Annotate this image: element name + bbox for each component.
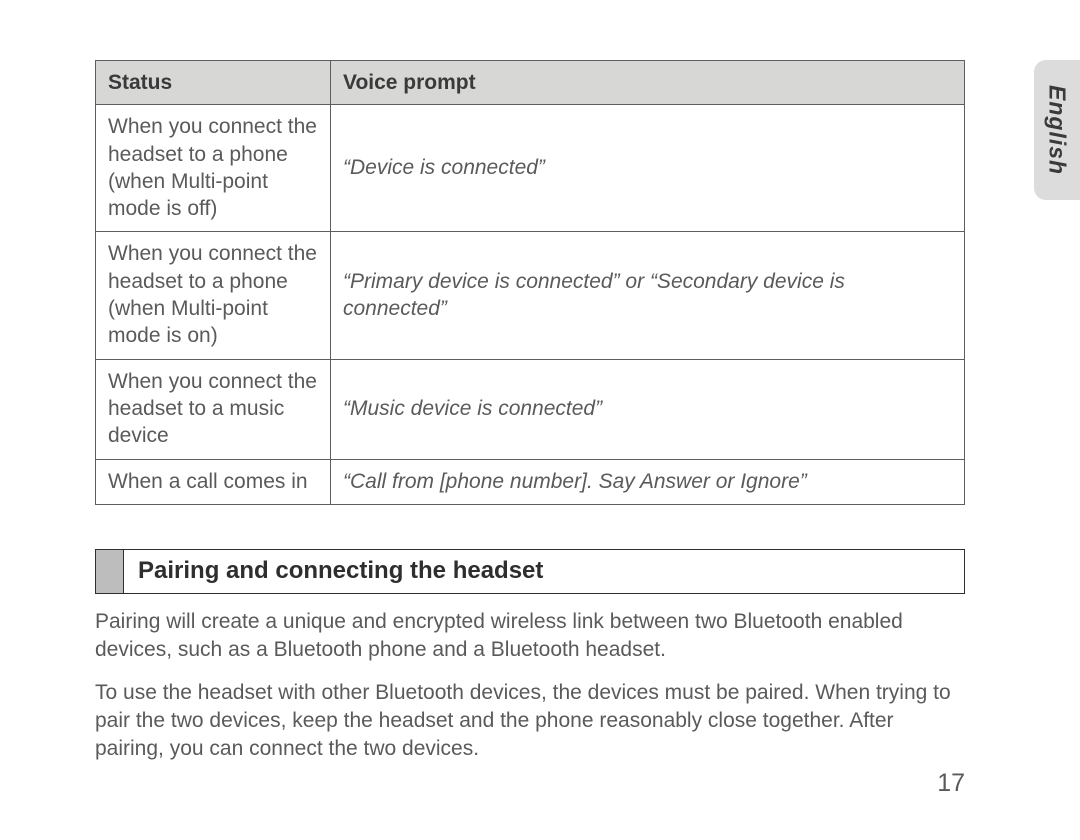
language-tab-label: English [1044,85,1071,175]
table-row: When you connect the headset to a phone … [96,105,965,232]
section-heading-tab [96,550,124,593]
cell-prompt: “Primary device is connected” or “Second… [331,232,965,359]
cell-prompt: “Call from [phone number]. Say Answer or… [331,459,965,504]
table-header-row: Status Voice prompt [96,61,965,105]
page-content: Status Voice prompt When you connect the… [95,60,965,764]
table-row: When you connect the headset to a phone … [96,232,965,359]
cell-prompt: “Device is connected” [331,105,965,232]
voice-prompt-table: Status Voice prompt When you connect the… [95,60,965,505]
table-row: When a call comes in “Call from [phone n… [96,459,965,504]
col-header-status: Status [96,61,331,105]
language-tab: English [1034,60,1080,200]
cell-status: When a call comes in [96,459,331,504]
body-paragraph: To use the headset with other Bluetooth … [95,679,965,764]
cell-status: When you connect the headset to a phone … [96,232,331,359]
table-row: When you connect the headset to a music … [96,359,965,459]
body-paragraph: Pairing will create a unique and encrypt… [95,608,965,665]
cell-status: When you connect the headset to a music … [96,359,331,459]
section-heading: Pairing and connecting the headset [95,549,965,594]
col-header-prompt: Voice prompt [331,61,965,105]
cell-status: When you connect the headset to a phone … [96,105,331,232]
section-heading-label: Pairing and connecting the headset [124,550,964,593]
cell-prompt: “Music device is connected” [331,359,965,459]
page-number: 17 [937,769,965,798]
